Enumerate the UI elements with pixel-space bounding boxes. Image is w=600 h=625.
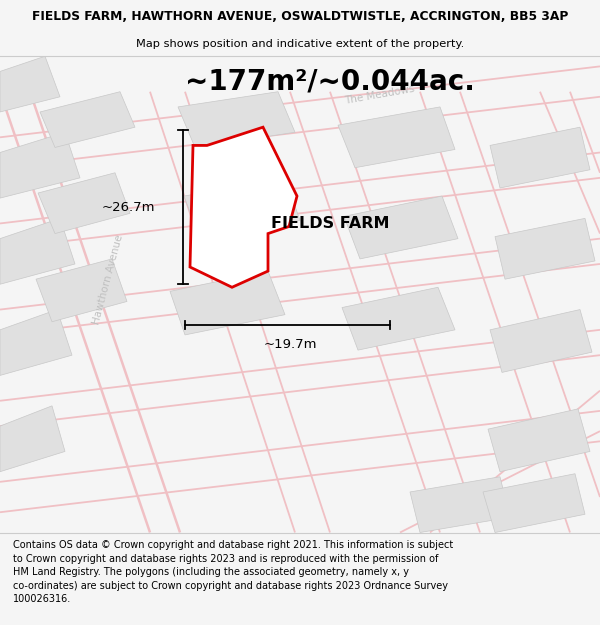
Polygon shape	[0, 309, 72, 376]
Polygon shape	[0, 218, 75, 284]
Polygon shape	[190, 127, 297, 288]
Polygon shape	[490, 309, 592, 372]
Text: FIELDS FARM: FIELDS FARM	[271, 216, 389, 231]
Text: ~177m²/~0.044ac.: ~177m²/~0.044ac.	[185, 68, 475, 96]
Polygon shape	[170, 271, 285, 335]
Polygon shape	[0, 132, 80, 198]
Polygon shape	[40, 92, 135, 148]
Text: ~26.7m: ~26.7m	[101, 201, 155, 214]
Polygon shape	[184, 178, 300, 239]
Polygon shape	[178, 92, 295, 148]
Polygon shape	[410, 477, 510, 532]
Text: Hawthorn Avenue: Hawthorn Avenue	[91, 233, 125, 325]
Polygon shape	[488, 409, 590, 472]
Polygon shape	[483, 474, 585, 532]
Polygon shape	[344, 196, 458, 259]
Polygon shape	[490, 127, 590, 188]
Polygon shape	[338, 107, 455, 168]
Polygon shape	[36, 259, 127, 322]
Text: Map shows position and indicative extent of the property.: Map shows position and indicative extent…	[136, 39, 464, 49]
Polygon shape	[38, 173, 130, 234]
Polygon shape	[0, 56, 60, 112]
Text: The Meadows: The Meadows	[344, 84, 416, 106]
Polygon shape	[0, 406, 65, 472]
Polygon shape	[342, 288, 455, 350]
Text: Contains OS data © Crown copyright and database right 2021. This information is : Contains OS data © Crown copyright and d…	[13, 540, 454, 604]
Text: ~19.7m: ~19.7m	[263, 338, 317, 351]
Polygon shape	[495, 218, 595, 279]
Text: FIELDS FARM, HAWTHORN AVENUE, OSWALDTWISTLE, ACCRINGTON, BB5 3AP: FIELDS FARM, HAWTHORN AVENUE, OSWALDTWIS…	[32, 11, 568, 23]
